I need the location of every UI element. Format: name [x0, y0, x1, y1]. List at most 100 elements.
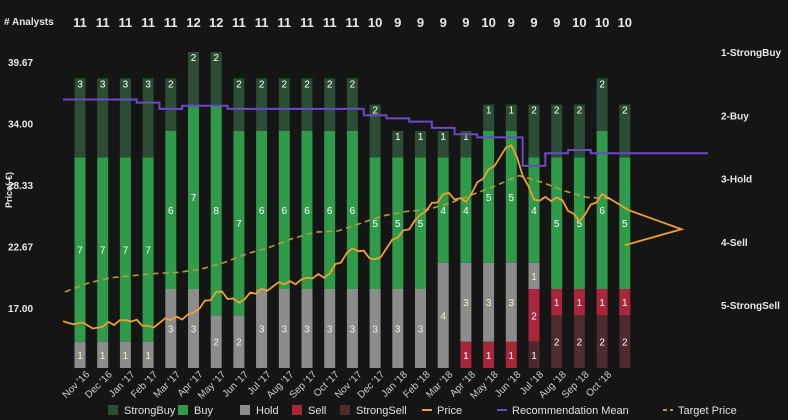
bar-value-label: 1 — [622, 298, 628, 309]
bar-sell — [460, 341, 472, 368]
bar-strongbuy — [619, 104, 631, 158]
bar-hold — [528, 262, 540, 289]
bar-value-label: 2 — [236, 79, 242, 90]
bar-hold — [233, 315, 245, 368]
bar-buy — [619, 157, 631, 289]
bar-buy — [483, 131, 495, 263]
bar-strongsell — [551, 315, 563, 368]
bar-buy — [301, 131, 313, 289]
bar-value-label: 5 — [372, 219, 378, 230]
bar-value-label: 8 — [213, 206, 219, 217]
rating-tick-label: 2-Buy — [721, 111, 749, 122]
price-tick-label: 34.00 — [8, 120, 33, 131]
bar-value-label: 3 — [372, 325, 378, 336]
target-price-line — [64, 174, 610, 293]
bar-value-label: 3 — [509, 298, 515, 309]
bar-buy — [528, 157, 540, 263]
legend-swatch — [340, 405, 350, 415]
bar-value-label: 1 — [77, 351, 83, 362]
analyst-count: 9 — [394, 15, 401, 30]
bar-hold — [165, 289, 177, 368]
analyst-count: 9 — [508, 15, 515, 30]
bar-value-label: 3 — [77, 79, 83, 90]
bar-value-label: 1 — [486, 106, 492, 117]
price-line — [62, 144, 685, 330]
bar-value-label: 1 — [554, 298, 560, 309]
bar-strongbuy — [210, 52, 222, 105]
bar-value-label: 2 — [350, 79, 356, 90]
bar-strongbuy — [437, 131, 449, 158]
bar-value-label: 1 — [145, 351, 151, 362]
y-axis-label: Price(-€) — [4, 172, 14, 208]
bar-strongbuy — [369, 104, 381, 158]
analyst-count: 11 — [300, 15, 314, 30]
bar-strongbuy — [324, 78, 336, 131]
bar-value-label: 2 — [168, 79, 174, 90]
analyst-count: 11 — [346, 15, 360, 30]
bar-value-label: 5 — [577, 219, 583, 230]
bar-strongsell — [619, 315, 631, 368]
legend-label: Sell — [308, 405, 326, 417]
bar-buy — [256, 131, 268, 289]
x-tick-label: Oct '18 — [584, 369, 614, 399]
analyst-count: 11 — [277, 15, 291, 30]
bar-value-label: 5 — [486, 193, 492, 204]
bar-value-label: 1 — [531, 272, 537, 283]
bar-buy — [596, 131, 608, 289]
bar-sell — [551, 289, 563, 316]
bar-hold — [74, 341, 86, 368]
legend-label: Target Price — [678, 405, 737, 417]
bar-sell — [528, 289, 540, 342]
legend-label: Price — [437, 405, 462, 417]
price-tick-label: 17.00 — [8, 304, 33, 315]
bar-value-label: 5 — [395, 219, 401, 230]
x-tick-label: Jun '18 — [493, 369, 524, 400]
analyst-count: 11 — [119, 15, 133, 30]
legend-label: Recommendation Mean — [512, 405, 629, 417]
bar-value-label: 2 — [554, 338, 560, 349]
bar-strongbuy — [97, 78, 109, 158]
bar-value-label: 6 — [168, 206, 174, 217]
bar-value-label: 3 — [304, 325, 310, 336]
bar-value-label: 6 — [282, 206, 288, 217]
rating-tick-label: 3-Hold — [721, 175, 752, 186]
legend-label: Buy — [194, 405, 213, 417]
bar-hold — [392, 289, 404, 368]
bar-hold — [483, 262, 495, 342]
analyst-count: 10 — [618, 15, 632, 30]
legend-label: StrongSell — [356, 405, 407, 417]
bar-value-label: 2 — [554, 106, 560, 117]
bar-value-label: 2 — [531, 106, 537, 117]
bar-hold — [369, 289, 381, 368]
analyst-count: 9 — [553, 15, 560, 30]
bar-buy — [142, 157, 154, 342]
bar-buy — [392, 157, 404, 289]
bar-strongbuy — [551, 104, 563, 158]
bar-value-label: 5 — [622, 219, 628, 230]
bar-strongbuy — [74, 78, 86, 158]
bar-value-label: 1 — [123, 351, 129, 362]
legend-swatch — [178, 405, 188, 415]
bar-strongbuy — [233, 78, 245, 131]
bar-hold — [278, 289, 290, 368]
bar-value-label: 6 — [259, 206, 265, 217]
analyst-count: 11 — [141, 15, 155, 30]
bar-buy — [415, 157, 426, 289]
bar-strongsell — [528, 341, 540, 368]
bar-hold — [346, 289, 358, 368]
bar-value-label: 2 — [213, 53, 219, 64]
analyst-count: 11 — [323, 15, 337, 30]
bar-hold — [97, 341, 109, 368]
bar-value-label: 2 — [577, 106, 583, 117]
bar-value-label: 1 — [100, 351, 106, 362]
analyst-count: 10 — [595, 15, 609, 30]
bar-value-label: 3 — [327, 325, 333, 336]
analyst-count: 9 — [417, 15, 424, 30]
bar-hold — [437, 262, 449, 368]
bar-value-label: 4 — [531, 206, 537, 217]
bar-value-label: 2 — [236, 338, 242, 349]
bar-strongbuy — [142, 78, 154, 158]
bar-value-label: 1 — [395, 132, 401, 143]
bar-buy — [324, 131, 336, 289]
